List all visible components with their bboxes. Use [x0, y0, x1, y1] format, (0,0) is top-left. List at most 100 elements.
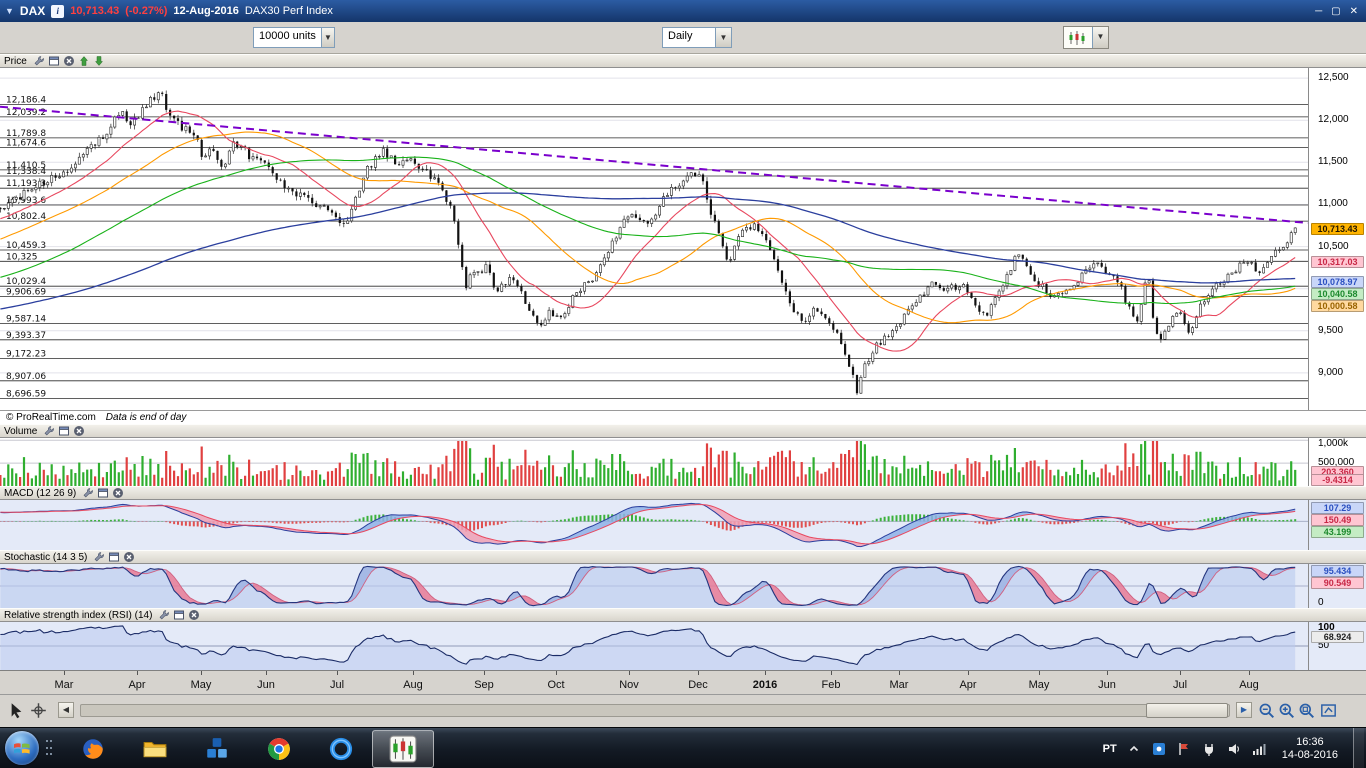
show-desktop-button[interactable]	[1353, 728, 1364, 768]
wrench-icon[interactable]	[33, 55, 45, 67]
chart-type-dropdown-arrow[interactable]: ▼	[1092, 27, 1108, 48]
price-chart-area: 12,186.4 12,039.2 11,789.8 11,674.6 11,410.5…	[0, 68, 1366, 410]
zoom-box-icon[interactable]	[1298, 702, 1315, 719]
zoom-out-icon[interactable]	[1258, 702, 1275, 719]
start-button[interactable]	[5, 731, 39, 765]
title-description: DAX30 Perf Index	[244, 5, 333, 17]
x-axis-label: Mar	[54, 679, 74, 691]
x-axis-label: 2016	[752, 679, 778, 691]
stochastic-chart[interactable]	[0, 564, 1308, 608]
axis-value-badge: -9.4314	[1311, 474, 1364, 486]
volume-icon[interactable]	[1226, 741, 1242, 757]
x-axis-label: Jul	[329, 679, 345, 691]
taskbar-app-chrome[interactable]	[248, 730, 310, 768]
time-axis-tickmark	[1180, 671, 1181, 675]
close-icon[interactable]	[188, 609, 200, 621]
window-icon[interactable]	[108, 551, 120, 563]
flag-icon[interactable]	[1176, 741, 1192, 757]
info-icon[interactable]: i	[51, 4, 65, 18]
wrench-icon[interactable]	[82, 487, 94, 499]
volume-chart[interactable]	[0, 438, 1308, 486]
taskbar-app-cubes[interactable]	[186, 730, 248, 768]
trendline[interactable]	[0, 105, 1308, 224]
stoch-fill	[0, 566, 1296, 608]
hidden-icons-arrow[interactable]	[1126, 741, 1142, 757]
period-dropdown-arrow[interactable]: ▼	[715, 28, 731, 47]
taskbar-app-explorer[interactable]	[124, 730, 186, 768]
taskbar-app-trading[interactable]	[372, 729, 434, 768]
arrow-down-icon[interactable]	[93, 55, 105, 67]
rsi-panel-label: Relative strength index (RSI) (14)	[4, 609, 153, 621]
language-indicator[interactable]: PT	[1102, 742, 1117, 755]
window-icon[interactable]	[97, 487, 109, 499]
axis-tick: 100	[1318, 622, 1335, 633]
units-value: 10000 units	[259, 30, 316, 42]
svg-text:11,674.6: 11,674.6	[6, 139, 46, 149]
close-icon[interactable]	[123, 551, 135, 563]
taskbar-app-firefox[interactable]	[62, 730, 124, 768]
taskbar-app-browser[interactable]	[310, 730, 372, 768]
window-icon[interactable]	[173, 609, 185, 621]
macd-chart[interactable]	[0, 500, 1308, 550]
chart-bottom-toolbar: ◀ ▶	[0, 694, 1366, 727]
scroll-right-button[interactable]: ▶	[1236, 702, 1252, 718]
pointer-tool-icon[interactable]	[8, 702, 25, 719]
period-select[interactable]: Daily ▼	[662, 27, 732, 48]
price-panel-label: Price	[4, 55, 27, 67]
axis-value-badge: 95.434	[1311, 565, 1364, 577]
wrench-icon[interactable]	[158, 609, 170, 621]
time-axis-tickmark	[1107, 671, 1108, 675]
wrench-icon[interactable]	[43, 425, 55, 437]
zoom-fit-icon[interactable]	[1320, 702, 1337, 719]
network-icon[interactable]	[1251, 741, 1267, 757]
wrench-icon[interactable]	[93, 551, 105, 563]
close-icon[interactable]	[63, 55, 75, 67]
macd-histogram-down	[0, 521, 1194, 532]
indicator-ribbon	[1200, 566, 1244, 593]
close-icon[interactable]	[73, 425, 85, 437]
cubes-icon	[204, 736, 230, 762]
close-button[interactable]: ✕	[1349, 5, 1358, 17]
stoch-d-line	[0, 566, 1296, 606]
indicator-ribbon	[1101, 570, 1142, 605]
axis-value-badge: 10,317.03	[1311, 255, 1364, 268]
price-chart[interactable]: 12,186.4 12,039.2 11,789.811,674.6 11,410.5…	[0, 68, 1308, 410]
maximize-button[interactable]: ▢	[1331, 5, 1341, 17]
instrument-dropdown-caret[interactable]: ▼	[5, 6, 14, 16]
quick-launch-grip[interactable]	[46, 740, 54, 758]
chart-type-button[interactable]: ▼	[1063, 26, 1109, 49]
close-icon[interactable]	[112, 487, 124, 499]
crosshair-tool-icon[interactable]	[30, 702, 47, 719]
x-axis-label: Jun	[1098, 679, 1116, 691]
zoom-in-icon[interactable]	[1278, 702, 1295, 719]
ime-icon[interactable]	[1151, 741, 1167, 757]
time-axis-tickmark	[1249, 671, 1250, 675]
x-axis-label: Jun	[257, 679, 275, 691]
plug-icon[interactable]	[1201, 741, 1217, 757]
minimize-button[interactable]: ─	[1315, 5, 1323, 17]
rsi-chart[interactable]	[0, 622, 1308, 670]
indicator-ribbon	[1026, 567, 1067, 604]
window-icon[interactable]	[48, 55, 60, 67]
units-select[interactable]: 10000 units ▼	[253, 27, 335, 48]
window-icon[interactable]	[58, 425, 70, 437]
price-axis: 12,50012,00011,50011,00010,50010,0009,50…	[1308, 68, 1366, 410]
chart-scrollbar-handle[interactable]	[1146, 703, 1228, 718]
svg-text:9,393.37: 9,393.37	[6, 331, 46, 341]
price-panel-header: Price	[0, 54, 1366, 68]
indicator-ribbon	[545, 566, 605, 605]
x-axis-label: Jul	[1172, 679, 1188, 691]
units-dropdown-arrow[interactable]: ▼	[320, 28, 334, 47]
arrow-up-icon[interactable]	[78, 55, 90, 67]
chart-scrollbar-track[interactable]	[80, 704, 1230, 717]
volume-bars-down	[0, 441, 1261, 486]
axis-tick: 11,500	[1318, 156, 1348, 168]
axis-tick: 50	[1318, 640, 1330, 651]
scroll-left-button[interactable]: ◀	[58, 702, 74, 718]
clock[interactable]: 16:36 14-08-2016	[1276, 736, 1344, 762]
indicator-ribbon	[1188, 585, 1201, 597]
axis-value-badge: 10,078.97	[1311, 276, 1364, 289]
svg-text:10,029.4: 10,029.4	[6, 277, 46, 287]
volume-panel-label: Volume	[4, 425, 38, 437]
